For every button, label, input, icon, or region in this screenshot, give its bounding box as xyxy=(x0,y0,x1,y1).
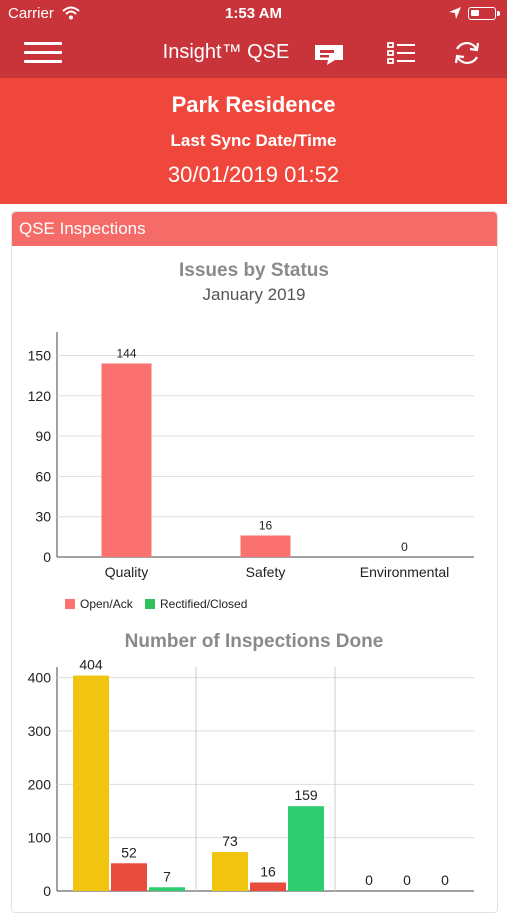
status-bar: Carrier 1:53 AM xyxy=(0,0,507,28)
bar-open-quality xyxy=(101,363,152,557)
chart-title: Number of Inspections Done xyxy=(125,631,384,652)
bar-open-safety xyxy=(240,535,291,557)
y-tick-label: 120 xyxy=(28,388,52,404)
data-label: 0 xyxy=(403,872,411,888)
chart-subtitle: January 2019 xyxy=(202,285,305,304)
inspections-done-chart: Number of Inspections Done 0 100 200 300 400… xyxy=(28,631,474,899)
x-tick-label: Environmental xyxy=(360,564,450,580)
nav-bar: Insight™ QSE xyxy=(0,28,507,78)
legend-label-open: Open/Ack xyxy=(80,597,134,611)
legend-label-rectified: Rectified/Closed xyxy=(160,597,247,611)
x-tick-label: Quality xyxy=(105,564,149,580)
refresh-icon[interactable] xyxy=(451,38,483,68)
bar-group2-series3 xyxy=(288,806,324,891)
data-label: 0 xyxy=(401,540,408,554)
y-tick-label: 0 xyxy=(43,549,51,565)
data-label: 7 xyxy=(163,868,171,884)
section-title[interactable]: QSE Inspections xyxy=(12,212,497,246)
legend-swatch-open xyxy=(65,599,75,609)
bar-group1-series2 xyxy=(111,863,147,891)
carrier-label: Carrier xyxy=(8,5,54,22)
y-tick-label: 400 xyxy=(28,670,52,686)
location-arrow-icon xyxy=(449,7,461,19)
message-icon[interactable] xyxy=(313,38,345,68)
qse-inspections-card: QSE Inspections xyxy=(11,211,498,913)
data-label: 52 xyxy=(121,844,137,860)
data-label: 0 xyxy=(365,872,373,888)
data-label: 0 xyxy=(441,872,449,888)
y-tick-label: 30 xyxy=(35,509,51,525)
bar-group2-series2 xyxy=(250,882,286,891)
y-tick-label: 60 xyxy=(35,468,51,484)
bar-group1-series1 xyxy=(73,675,109,891)
issues-by-status-chart: Issues by Status January 2019 0 30 60 90 120… xyxy=(28,260,474,611)
bar-group2-series1 xyxy=(212,852,248,891)
data-label: 159 xyxy=(294,787,318,803)
data-label: 16 xyxy=(260,863,276,879)
chart-legend: Open/Ack Rectified/Closed xyxy=(65,597,247,611)
data-label: 144 xyxy=(116,347,136,361)
app-title: Insight™ QSE xyxy=(162,41,290,63)
y-tick-label: 200 xyxy=(28,776,52,792)
battery-icon xyxy=(468,7,500,20)
data-label: 16 xyxy=(259,519,273,533)
project-header: Park Residence Last Sync Date/Time 30/01… xyxy=(0,78,507,204)
data-label: 73 xyxy=(222,833,238,849)
status-time: 1:53 AM xyxy=(225,5,282,22)
x-tick-label: Safety xyxy=(246,564,286,580)
y-tick-label: 90 xyxy=(35,428,51,444)
project-name: Park Residence xyxy=(171,92,336,117)
sync-value: 30/01/2019 01:52 xyxy=(167,162,340,187)
bar-group1-series3 xyxy=(149,887,185,891)
wifi-icon xyxy=(62,6,80,20)
hamburger-menu-icon[interactable] xyxy=(24,42,62,64)
list-icon[interactable] xyxy=(386,38,418,68)
y-tick-label: 150 xyxy=(28,347,52,363)
chart-title: Issues by Status xyxy=(179,260,329,281)
y-tick-label: 300 xyxy=(28,723,52,739)
legend-swatch-rectified xyxy=(145,599,155,609)
y-tick-label: 0 xyxy=(43,883,51,899)
y-tick-label: 100 xyxy=(28,830,52,846)
sync-label: Last Sync Date/Time xyxy=(170,131,337,150)
data-label: 404 xyxy=(79,657,103,673)
